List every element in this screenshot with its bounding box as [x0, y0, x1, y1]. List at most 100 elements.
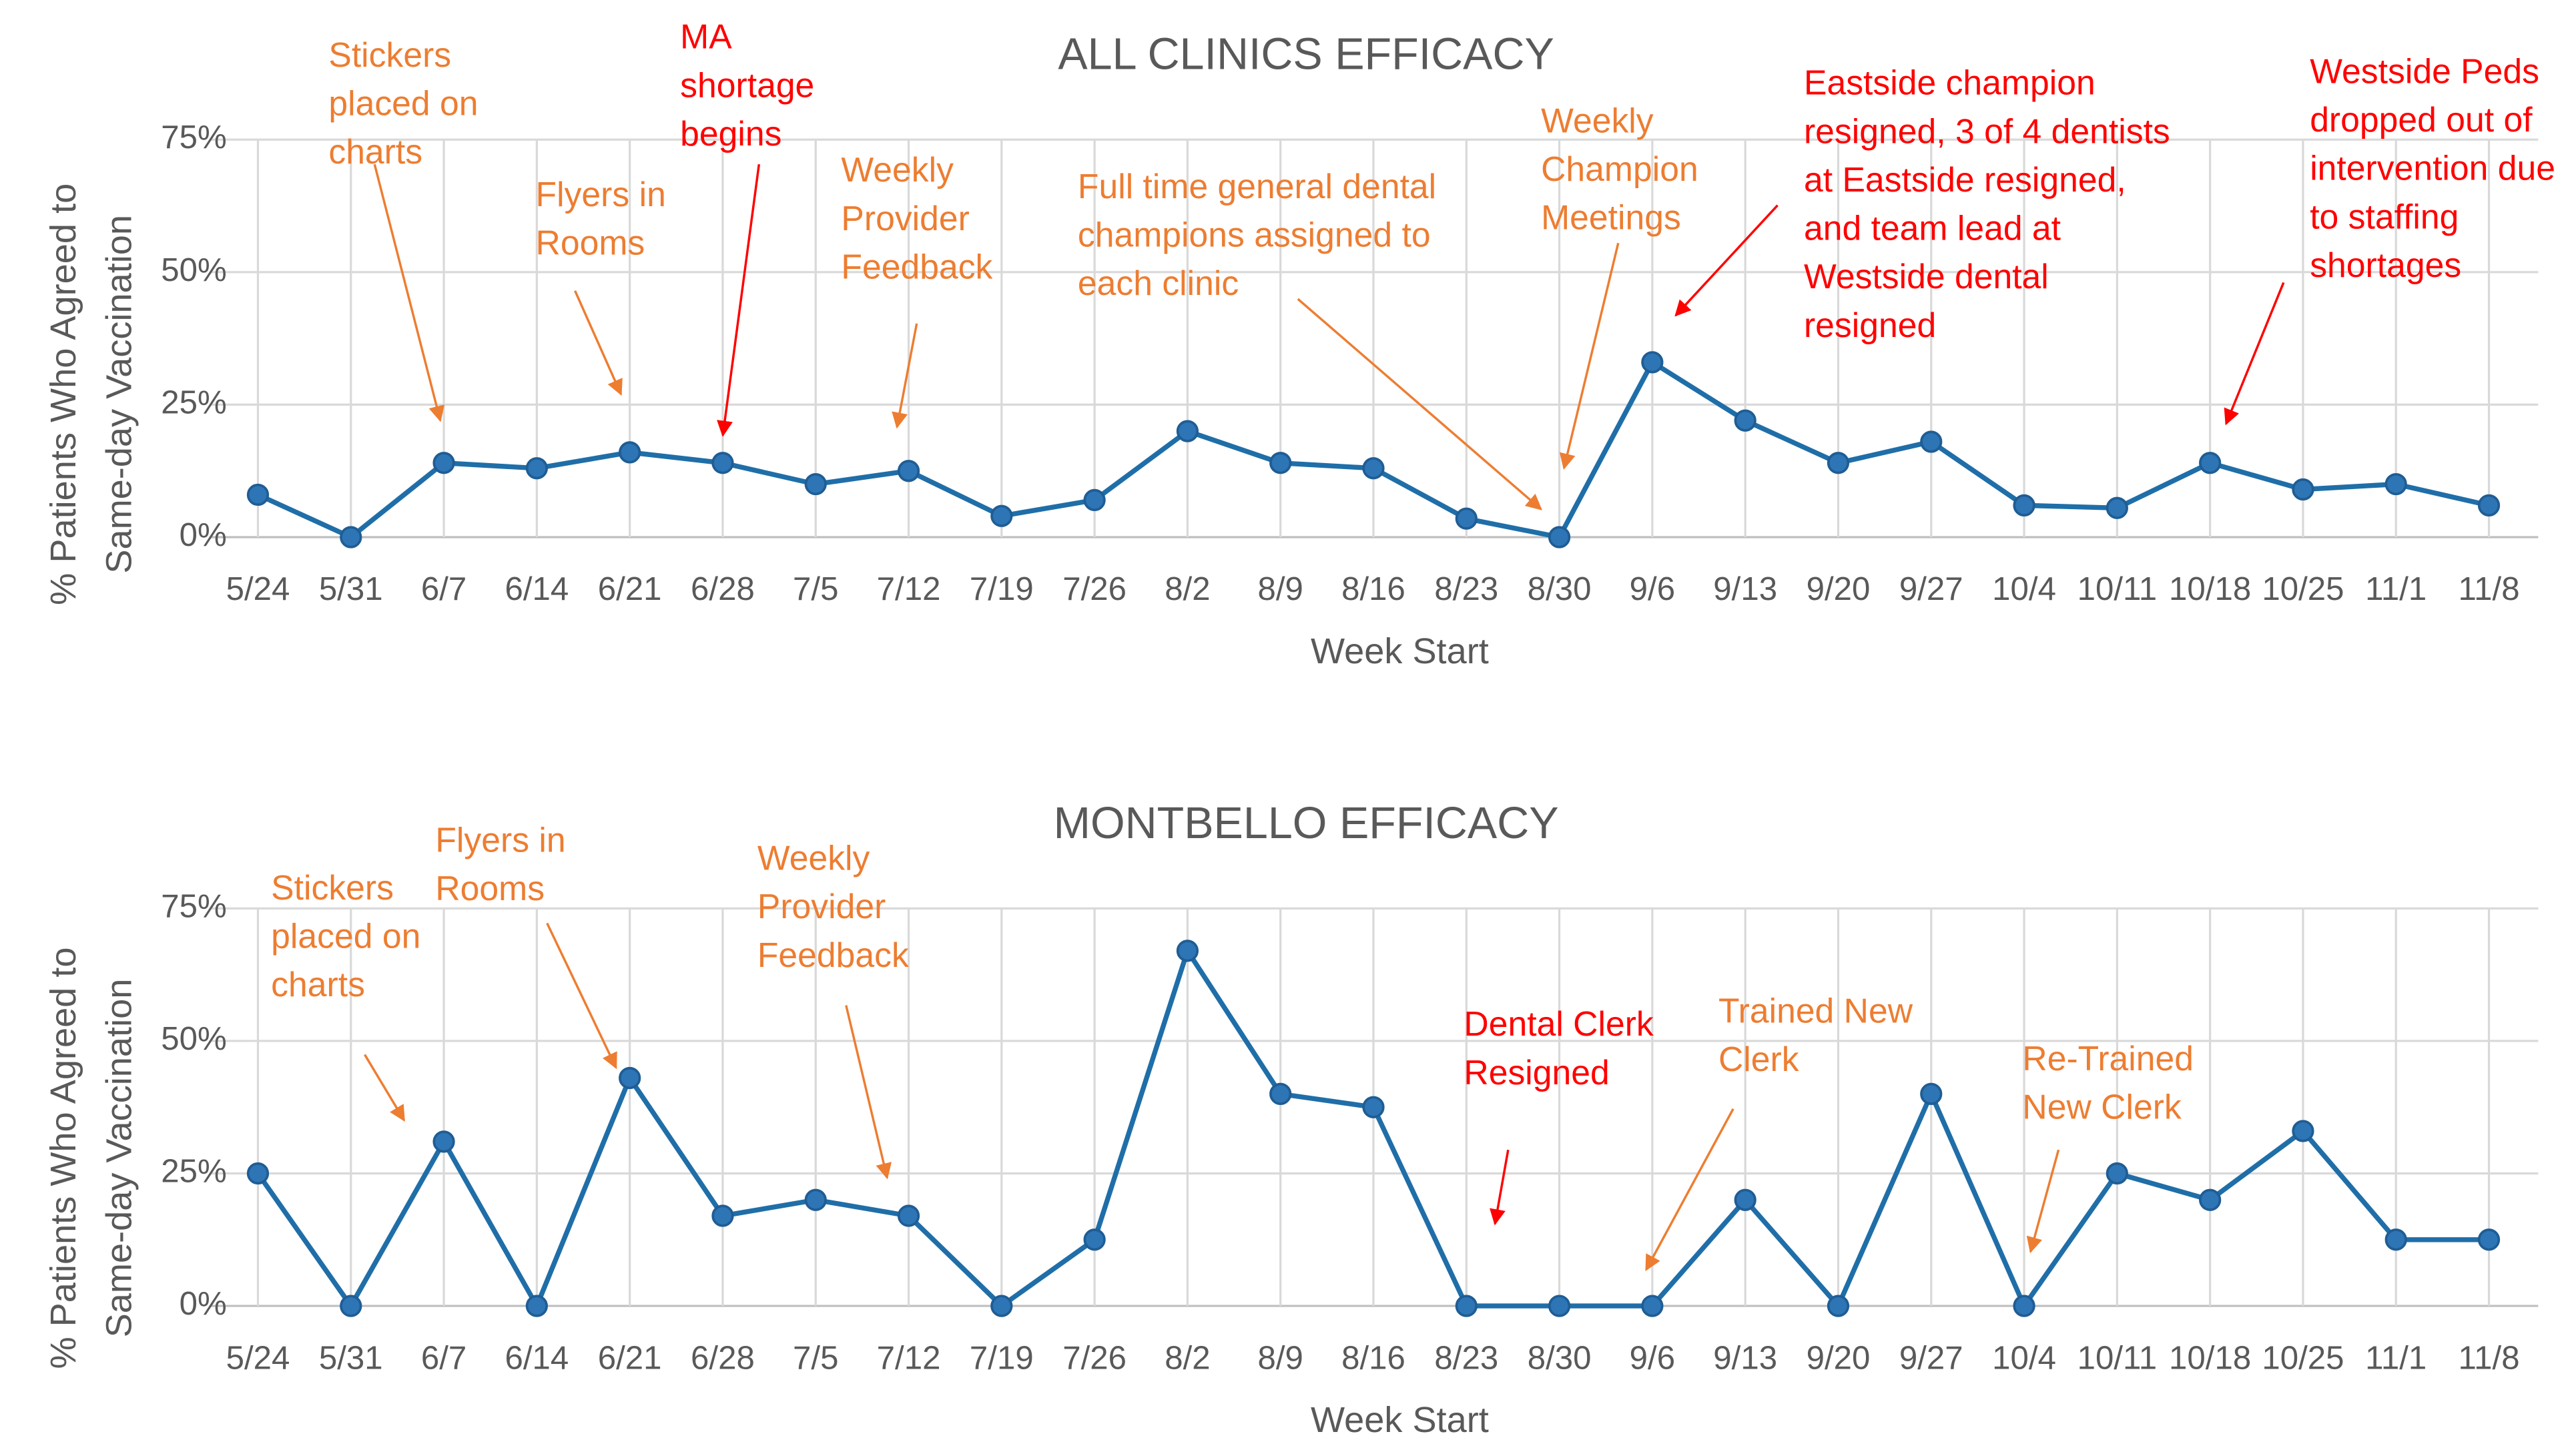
data-point	[1176, 420, 1199, 442]
annotation: Feedback	[841, 247, 992, 286]
annotation: charts	[271, 965, 365, 1004]
annotation-arrow	[373, 163, 445, 422]
annotation: resigned	[1804, 306, 1936, 344]
annotation: Clerk	[1718, 1040, 1799, 1078]
annotation: Weekly	[757, 839, 870, 877]
data-point	[1641, 351, 1664, 374]
x-tick-label: 8/9	[1258, 1339, 1303, 1376]
annotation: Champion	[1541, 149, 1698, 188]
x-tick-label: 10/4	[1992, 1339, 2056, 1376]
x-tick-label: 9/20	[1807, 571, 1871, 607]
data-point	[525, 457, 548, 480]
data-point	[804, 472, 827, 496]
annotation: Flyers in	[435, 821, 565, 859]
annotation-arrow	[546, 922, 617, 1070]
annotation: begins	[680, 114, 781, 153]
data-point	[1362, 1096, 1385, 1118]
data-point	[2477, 1228, 2501, 1251]
annotation: Stickers	[271, 868, 394, 907]
data-point	[432, 1130, 455, 1153]
annotation: dropped out of	[2310, 100, 2533, 139]
annotation: Provider	[757, 887, 886, 926]
annotation: Westside Peds	[2310, 51, 2539, 90]
x-tick-label: 11/1	[2365, 571, 2427, 607]
data-point	[619, 1066, 641, 1090]
x-tick-label: 7/19	[970, 1339, 1034, 1376]
x-tick-label: 10/25	[2262, 571, 2344, 607]
annotation: Resigned	[1464, 1053, 1609, 1092]
x-tick-label: 7/5	[793, 571, 838, 607]
x-tick-label: 11/8	[2458, 571, 2519, 607]
data-point	[1083, 1228, 1106, 1251]
annotation: placed on	[328, 83, 478, 122]
data-point	[2199, 1188, 2222, 1211]
annotation-arrow	[845, 1005, 892, 1180]
data-point	[711, 1204, 734, 1227]
annotation-arrow	[1674, 204, 1779, 317]
data-point	[1455, 1295, 1478, 1317]
y-tick-label: 25%	[161, 384, 227, 420]
y-tick-label: 50%	[161, 252, 227, 288]
annotation: Meetings	[1541, 198, 1681, 237]
data-point	[340, 1295, 362, 1317]
x-axis-label: Week Start	[1311, 1400, 1489, 1438]
data-point	[1641, 1295, 1664, 1317]
annotation-arrow	[717, 163, 761, 437]
data-point	[1083, 488, 1106, 512]
annotation: Rooms	[435, 869, 545, 908]
y-tick-label: 0%	[180, 516, 227, 553]
y-tick-label: 75%	[161, 119, 227, 155]
data-point	[340, 526, 362, 549]
y-axis-label: % Patients Who Agreed to	[43, 948, 83, 1369]
annotation: intervention due	[2310, 149, 2555, 188]
y-tick-label: 25%	[161, 1152, 227, 1189]
x-tick-label: 8/30	[1528, 571, 1592, 607]
annotation: champions assigned to	[1078, 215, 1431, 254]
annotation: each clinic	[1078, 264, 1239, 302]
annotation-arrow	[1645, 1108, 1734, 1272]
x-tick-label: 8/23	[1434, 1339, 1498, 1376]
x-tick-label: 10/11	[2077, 1339, 2158, 1376]
x-tick-label: 6/21	[598, 1339, 662, 1376]
x-tick-label: 5/31	[319, 571, 383, 607]
data-point	[2106, 1162, 2128, 1185]
data-point	[804, 1188, 827, 1211]
y-tick-label: 75%	[161, 887, 227, 924]
annotation: at Eastside resigned,	[1804, 160, 2126, 199]
x-tick-label: 8/2	[1165, 571, 1210, 607]
y-axis-label: Same-day Vaccination	[99, 979, 139, 1338]
x-tick-label: 5/24	[226, 571, 290, 607]
x-tick-label: 11/8	[2458, 1339, 2519, 1376]
y-tick-label: 50%	[161, 1020, 227, 1057]
x-tick-label: 8/30	[1528, 1339, 1592, 1376]
annotation: Re-Trained	[2022, 1039, 2194, 1078]
x-tick-label: 7/12	[877, 1339, 941, 1376]
data-point	[2384, 1228, 2407, 1251]
data-point	[1920, 1082, 1943, 1105]
annotation: Flyers in	[536, 175, 666, 214]
data-point	[897, 460, 920, 482]
data-point	[2106, 496, 2128, 519]
y-axis-label: % Patients Who Agreed to	[43, 184, 83, 605]
annotation: Weekly	[1541, 101, 1654, 139]
x-tick-label: 6/28	[691, 571, 755, 607]
data-point	[525, 1295, 548, 1317]
x-tick-label: 10/25	[2262, 1339, 2344, 1376]
annotation: Trained New	[1718, 992, 1913, 1030]
data-point	[1362, 457, 1385, 480]
annotation-arrow	[892, 323, 918, 429]
annotation-arrow	[574, 290, 623, 396]
data-point	[2292, 1120, 2314, 1142]
annotation: Eastside champion	[1804, 63, 2096, 102]
annotation-arrow	[2026, 1149, 2060, 1254]
data-point	[1734, 1188, 1756, 1211]
annotation: Stickers	[328, 35, 451, 74]
data-point	[2199, 452, 2222, 474]
data-point	[897, 1204, 920, 1227]
annotation-arrow	[364, 1054, 406, 1122]
annotation: shortages	[2310, 246, 2461, 284]
x-tick-label: 9/6	[1630, 1339, 1675, 1376]
data-point	[1548, 526, 1571, 549]
